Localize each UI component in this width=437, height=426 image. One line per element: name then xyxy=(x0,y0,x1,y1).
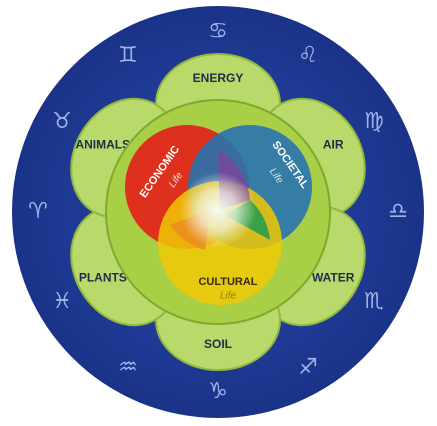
zodiac-sign: ♈ xyxy=(28,199,48,224)
diagram: ENERGYAIRWATERSOILPLANTSANIMALS ECONOMIC… xyxy=(0,0,437,421)
petal-label: ANIMALS xyxy=(75,138,130,152)
zodiac-sign: ♒ xyxy=(118,355,138,380)
zodiac-sign: ♌ xyxy=(298,43,318,68)
petal-label: WATER xyxy=(312,271,355,285)
zodiac-sign: ♎ xyxy=(388,199,408,224)
center-glow xyxy=(180,172,256,248)
zodiac-sign: ♐ xyxy=(298,355,318,380)
zodiac-sign: ♊ xyxy=(118,43,138,68)
petal-label: ENERGY xyxy=(193,71,244,85)
zodiac-sign: ♑ xyxy=(208,379,228,404)
petal-label: AIR xyxy=(323,138,344,152)
zodiac-sign: ♏ xyxy=(364,289,384,314)
zodiac-sign: ♍ xyxy=(364,109,384,134)
petal-label: SOIL xyxy=(204,337,232,351)
circle-sublabel: Life xyxy=(220,291,237,302)
petal-label: PLANTS xyxy=(79,271,127,285)
zodiac-sign: ♋ xyxy=(208,19,228,44)
circle-label: CULTURAL xyxy=(198,276,257,288)
zodiac-sign: ♓ xyxy=(52,289,72,314)
zodiac-sign: ♉ xyxy=(52,109,72,134)
